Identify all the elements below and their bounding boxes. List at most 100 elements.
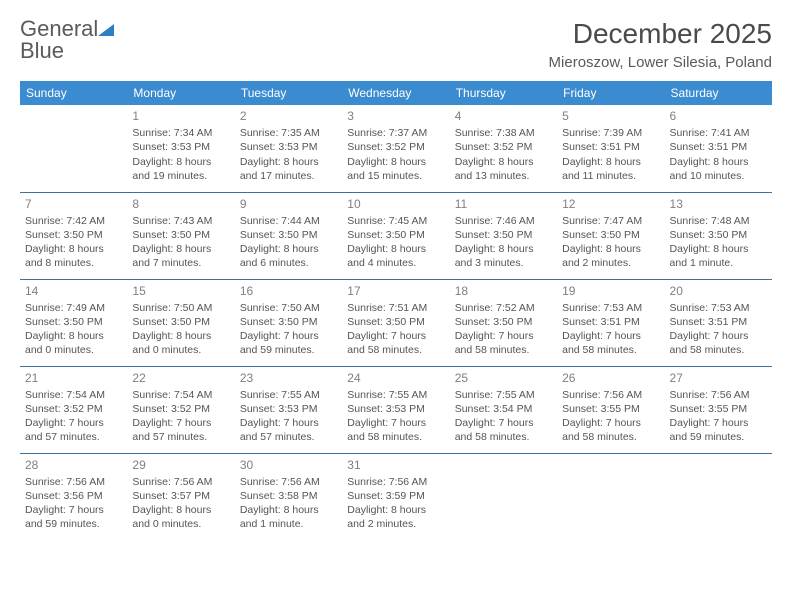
daylight-line-1: Daylight: 8 hours <box>240 155 337 169</box>
day-number: 21 <box>25 370 122 386</box>
sunset-line: Sunset: 3:53 PM <box>240 140 337 154</box>
sunset-line: Sunset: 3:50 PM <box>132 315 229 329</box>
calendar-cell: 21Sunrise: 7:54 AMSunset: 3:52 PMDayligh… <box>20 366 127 453</box>
sunset-line: Sunset: 3:50 PM <box>670 228 767 242</box>
sunrise-line: Sunrise: 7:49 AM <box>25 301 122 315</box>
daylight-line-2: and 2 minutes. <box>562 256 659 270</box>
day-number: 5 <box>562 108 659 124</box>
daylight-line-2: and 2 minutes. <box>347 517 444 531</box>
daylight-line-1: Daylight: 8 hours <box>455 155 552 169</box>
sunrise-line: Sunrise: 7:56 AM <box>25 475 122 489</box>
daylight-line-1: Daylight: 7 hours <box>25 416 122 430</box>
daylight-line-1: Daylight: 7 hours <box>670 416 767 430</box>
sunrise-line: Sunrise: 7:39 AM <box>562 126 659 140</box>
sunset-line: Sunset: 3:50 PM <box>25 228 122 242</box>
daylight-line-2: and 57 minutes. <box>25 430 122 444</box>
daylight-line-1: Daylight: 7 hours <box>347 416 444 430</box>
calendar-cell: 13Sunrise: 7:48 AMSunset: 3:50 PMDayligh… <box>665 192 772 279</box>
daylight-line-2: and 59 minutes. <box>240 343 337 357</box>
day-number: 22 <box>132 370 229 386</box>
calendar-cell: 29Sunrise: 7:56 AMSunset: 3:57 PMDayligh… <box>127 453 234 540</box>
daylight-line-1: Daylight: 8 hours <box>347 242 444 256</box>
sunset-line: Sunset: 3:50 PM <box>347 315 444 329</box>
daylight-line-1: Daylight: 8 hours <box>347 503 444 517</box>
day-number: 10 <box>347 196 444 212</box>
daylight-line-1: Daylight: 7 hours <box>562 416 659 430</box>
day-number: 31 <box>347 457 444 473</box>
sunrise-line: Sunrise: 7:37 AM <box>347 126 444 140</box>
day-number: 2 <box>240 108 337 124</box>
day-number: 27 <box>670 370 767 386</box>
calendar-row: 21Sunrise: 7:54 AMSunset: 3:52 PMDayligh… <box>20 366 772 453</box>
calendar-cell: 5Sunrise: 7:39 AMSunset: 3:51 PMDaylight… <box>557 105 664 192</box>
calendar-cell: 19Sunrise: 7:53 AMSunset: 3:51 PMDayligh… <box>557 279 664 366</box>
sunset-line: Sunset: 3:52 PM <box>455 140 552 154</box>
sunset-line: Sunset: 3:53 PM <box>347 402 444 416</box>
daylight-line-2: and 3 minutes. <box>455 256 552 270</box>
sunrise-line: Sunrise: 7:54 AM <box>132 388 229 402</box>
calendar-cell: 16Sunrise: 7:50 AMSunset: 3:50 PMDayligh… <box>235 279 342 366</box>
calendar-cell: 2Sunrise: 7:35 AMSunset: 3:53 PMDaylight… <box>235 105 342 192</box>
calendar-cell: 23Sunrise: 7:55 AMSunset: 3:53 PMDayligh… <box>235 366 342 453</box>
sunrise-line: Sunrise: 7:56 AM <box>670 388 767 402</box>
sunrise-line: Sunrise: 7:43 AM <box>132 214 229 228</box>
daylight-line-2: and 58 minutes. <box>347 343 444 357</box>
daylight-line-2: and 58 minutes. <box>562 430 659 444</box>
calendar-cell: 20Sunrise: 7:53 AMSunset: 3:51 PMDayligh… <box>665 279 772 366</box>
calendar-row: 7Sunrise: 7:42 AMSunset: 3:50 PMDaylight… <box>20 192 772 279</box>
daylight-line-2: and 8 minutes. <box>25 256 122 270</box>
col-saturday: Saturday <box>665 81 772 105</box>
calendar-cell: 31Sunrise: 7:56 AMSunset: 3:59 PMDayligh… <box>342 453 449 540</box>
daylight-line-1: Daylight: 8 hours <box>132 155 229 169</box>
sunrise-line: Sunrise: 7:53 AM <box>670 301 767 315</box>
col-wednesday: Wednesday <box>342 81 449 105</box>
calendar-row: 14Sunrise: 7:49 AMSunset: 3:50 PMDayligh… <box>20 279 772 366</box>
sunrise-line: Sunrise: 7:56 AM <box>562 388 659 402</box>
calendar-cell: 7Sunrise: 7:42 AMSunset: 3:50 PMDaylight… <box>20 192 127 279</box>
logo-triangle-icon <box>98 18 118 40</box>
sunset-line: Sunset: 3:55 PM <box>670 402 767 416</box>
calendar-table: Sunday Monday Tuesday Wednesday Thursday… <box>20 81 772 540</box>
sunset-line: Sunset: 3:50 PM <box>562 228 659 242</box>
sunset-line: Sunset: 3:58 PM <box>240 489 337 503</box>
sunset-line: Sunset: 3:54 PM <box>455 402 552 416</box>
sunrise-line: Sunrise: 7:42 AM <box>25 214 122 228</box>
day-number: 18 <box>455 283 552 299</box>
daylight-line-2: and 59 minutes. <box>25 517 122 531</box>
sunset-line: Sunset: 3:51 PM <box>562 315 659 329</box>
sunrise-line: Sunrise: 7:50 AM <box>132 301 229 315</box>
calendar-cell: 9Sunrise: 7:44 AMSunset: 3:50 PMDaylight… <box>235 192 342 279</box>
daylight-line-1: Daylight: 8 hours <box>347 155 444 169</box>
sunrise-line: Sunrise: 7:55 AM <box>347 388 444 402</box>
sunset-line: Sunset: 3:55 PM <box>562 402 659 416</box>
daylight-line-1: Daylight: 8 hours <box>240 503 337 517</box>
col-tuesday: Tuesday <box>235 81 342 105</box>
day-number: 25 <box>455 370 552 386</box>
sunset-line: Sunset: 3:50 PM <box>240 228 337 242</box>
daylight-line-2: and 58 minutes. <box>562 343 659 357</box>
calendar-cell <box>450 453 557 540</box>
daylight-line-1: Daylight: 7 hours <box>562 329 659 343</box>
daylight-line-1: Daylight: 8 hours <box>562 242 659 256</box>
calendar-cell: 3Sunrise: 7:37 AMSunset: 3:52 PMDaylight… <box>342 105 449 192</box>
calendar-cell: 12Sunrise: 7:47 AMSunset: 3:50 PMDayligh… <box>557 192 664 279</box>
calendar-cell <box>557 453 664 540</box>
sunset-line: Sunset: 3:50 PM <box>347 228 444 242</box>
sunrise-line: Sunrise: 7:54 AM <box>25 388 122 402</box>
daylight-line-1: Daylight: 7 hours <box>455 416 552 430</box>
day-number: 1 <box>132 108 229 124</box>
daylight-line-1: Daylight: 8 hours <box>240 242 337 256</box>
daylight-line-2: and 59 minutes. <box>670 430 767 444</box>
sunset-line: Sunset: 3:51 PM <box>562 140 659 154</box>
calendar-cell: 22Sunrise: 7:54 AMSunset: 3:52 PMDayligh… <box>127 366 234 453</box>
sunset-line: Sunset: 3:50 PM <box>240 315 337 329</box>
day-number: 26 <box>562 370 659 386</box>
daylight-line-2: and 58 minutes. <box>455 343 552 357</box>
sunset-line: Sunset: 3:50 PM <box>455 228 552 242</box>
sunset-line: Sunset: 3:50 PM <box>455 315 552 329</box>
calendar-cell: 8Sunrise: 7:43 AMSunset: 3:50 PMDaylight… <box>127 192 234 279</box>
daylight-line-2: and 57 minutes. <box>240 430 337 444</box>
calendar-cell: 26 Sunrise: 7:56 AMSunset: 3:55 PMDayligh… <box>557 366 664 453</box>
col-thursday: Thursday <box>450 81 557 105</box>
sunrise-line: Sunrise: 7:52 AM <box>455 301 552 315</box>
